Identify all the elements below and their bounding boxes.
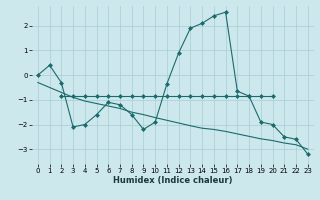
X-axis label: Humidex (Indice chaleur): Humidex (Indice chaleur) [113, 176, 233, 185]
